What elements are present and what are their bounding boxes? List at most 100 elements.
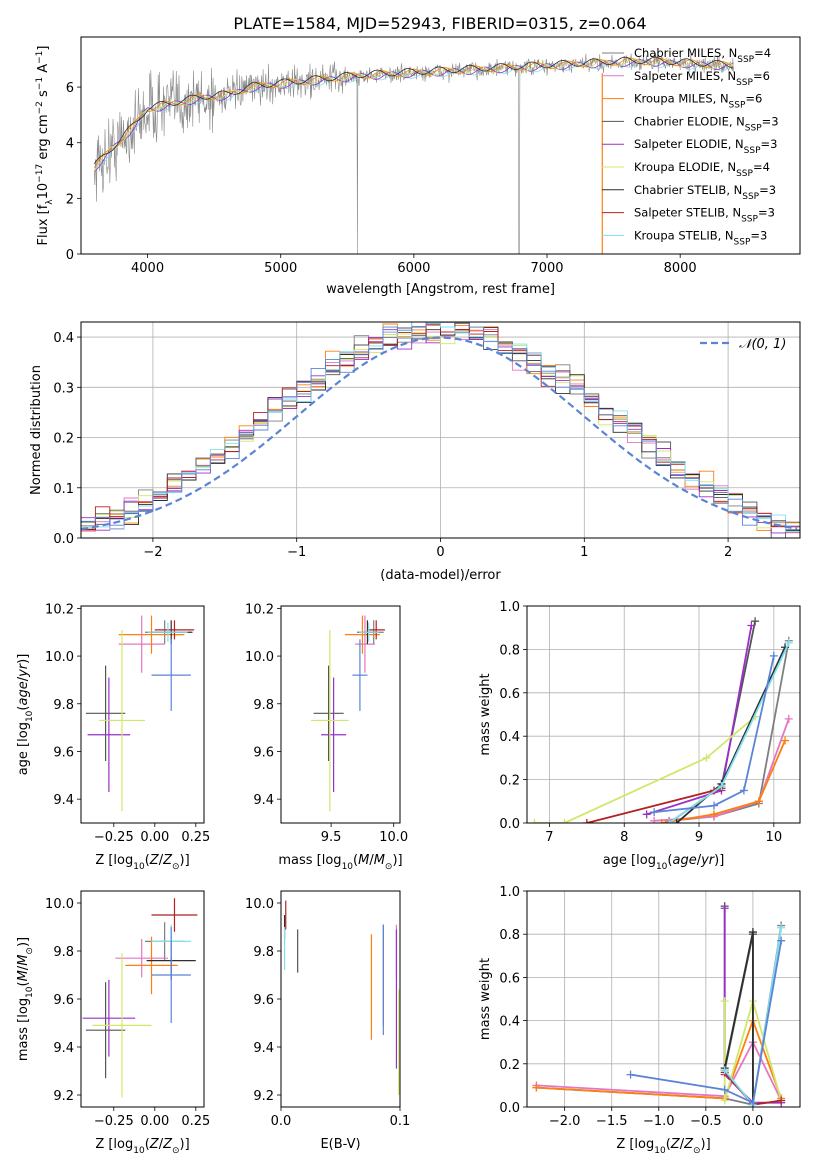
weight-marker: [720, 1085, 729, 1094]
weight-marker: [532, 1083, 541, 1092]
x-tick-label: −2: [143, 545, 162, 560]
weight-marker: [781, 736, 790, 745]
spectrum-data-line: [94, 53, 734, 254]
y-tick-label: 10.0: [245, 650, 274, 665]
weight-marker: [626, 1070, 635, 1079]
x-tick-label: 5000: [264, 261, 297, 276]
mass_vs_ebv-panel: 0.0 0.1 9.2 9.4 9.6 9.8 10.0 E(B-V): [245, 890, 411, 1152]
weight-marker: [709, 801, 718, 810]
weight-marker: [650, 816, 659, 823]
legend-label: Chabrier MILES, NSSP=4: [634, 46, 771, 65]
x-axis-label: mass [log10(M/M⊙)]: [278, 853, 402, 872]
y-tick-label: 0.6: [499, 687, 520, 702]
y-tick-label: 9.4: [53, 1041, 74, 1056]
x-tick-label: −1.5: [596, 1114, 628, 1129]
y-tick-label: 0.1: [53, 482, 74, 497]
weight-marker: [717, 782, 726, 791]
weight-line-kroupa_elodie: [723, 997, 783, 1101]
figure-title: PLATE=1584, MJD=52943, FIBERID=0315, z=0…: [233, 14, 646, 33]
x-tick-label: −0.25: [94, 830, 134, 845]
x-axis-label: wavelength [Angstrom, rest frame]: [326, 282, 555, 297]
axes-frame: [526, 605, 801, 824]
y-tick-label: 6: [66, 81, 74, 96]
x-tick-label: 8: [620, 830, 628, 845]
y-tick-label: 0.3: [53, 381, 74, 396]
weight-marker: [720, 904, 729, 913]
x-tick-label: −2.0: [549, 1114, 581, 1129]
y-axis-label: mass weight: [478, 958, 493, 1040]
x-tick-label: −1: [287, 545, 306, 560]
weight-marker: [657, 819, 666, 823]
y-tick-label: 0.2: [53, 432, 74, 447]
y-tick-label: 9.8: [253, 945, 274, 960]
y-tick-label: 9.8: [253, 698, 274, 713]
weight-line-model_blue: [654, 655, 775, 813]
x-tick-label: −1.0: [643, 1114, 675, 1129]
y-tick-label: 4: [66, 137, 74, 152]
y-tick-label: 10.2: [245, 602, 274, 617]
legend-label: Salpeter MILES, NSSP=6: [634, 69, 770, 88]
y-tick-label: 10.0: [45, 897, 74, 912]
y-tick-label: 9.2: [53, 1089, 74, 1104]
y-tick-label: 1.0: [499, 600, 520, 615]
axes-frame: [280, 605, 401, 824]
y-axis-label: Normed distribution: [29, 365, 44, 495]
legend-label: Kroupa ELODIE, NSSP=4: [634, 160, 770, 179]
gaussian-curve: [81, 336, 798, 531]
x-tick-label: 0.0: [743, 1114, 764, 1129]
y-tick-label: 0.8: [499, 643, 520, 658]
x-tick-label: 1: [580, 545, 588, 560]
histogram-kroupa_elodie: [81, 326, 800, 529]
weight-marker: [751, 617, 760, 626]
y-axis-label: mass weight: [478, 673, 493, 755]
weight-marker: [748, 928, 757, 937]
x-tick-label: 0.00: [140, 830, 169, 845]
weight-marker: [777, 936, 786, 945]
y-axis-label: Flux [fλ10−17 erg cm−2 s−1 A−1]: [35, 46, 55, 246]
x-tick-label: −0.25: [94, 1114, 134, 1129]
weight-marker: [784, 714, 793, 723]
weight-marker: [720, 997, 729, 1006]
y-tick-label: 9.8: [53, 945, 74, 960]
weight_vs_Z-panel: −2.0 −1.5 −1.0 −0.5 0.0 0.0 0.2 0.4 0.6 0.8 1.0 Z […: [478, 885, 801, 1156]
y-axis-label: mass [log10(M/M⊙)]: [16, 937, 35, 1061]
x-axis-label: Z [log10(Z/Z⊙)]: [95, 853, 189, 872]
weight-marker: [784, 638, 793, 647]
weight-marker: [769, 651, 778, 660]
x-axis-label: Z [log10(Z/Z⊙)]: [95, 1137, 189, 1156]
y-tick-label: 9.4: [253, 793, 274, 808]
weight-marker: [748, 1098, 757, 1107]
legend-label: Chabrier STELIB, NSSP=3: [634, 183, 776, 202]
weight-line-salpeter_miles: [536, 1040, 783, 1101]
axes-frame: [526, 890, 801, 1108]
weight-marker: [777, 923, 786, 932]
x-tick-label: 7000: [530, 261, 563, 276]
weight-marker: [560, 819, 569, 823]
x-axis-label: (data-model)/error: [380, 568, 501, 583]
x-tick-label: 6000: [397, 261, 430, 276]
histogram-model_blue: [81, 322, 800, 527]
x-tick-label: 0.1: [390, 1114, 411, 1129]
y-tick-label: 10.0: [45, 650, 74, 665]
weight-marker: [720, 1066, 729, 1075]
y-tick-label: 2: [66, 192, 74, 207]
axes-frame: [80, 36, 801, 255]
x-tick-label: 9.5: [321, 830, 342, 845]
x-tick-label: 10: [766, 830, 783, 845]
y-tick-label: 9.8: [53, 698, 74, 713]
mass_vs_Z-panel: −0.25 0.00 0.25 9.2 9.4 9.6 9.8 10.0 Z [log10(Z/…: [16, 890, 210, 1156]
legend-label: 𝒩(0, 1): [739, 337, 786, 352]
y-tick-label: 9.4: [53, 793, 74, 808]
y-tick-label: 0.0: [499, 1101, 520, 1116]
y-tick-label: 9.6: [53, 745, 74, 760]
histogram-kroupa_stelib: [81, 322, 800, 533]
age_vs_mass-panel: 9.5 10.0 9.4 9.6 9.8 10.0 10.2 mass [log10(M/M⊙…: [245, 602, 408, 872]
y-tick-label: 0.4: [499, 1015, 520, 1030]
x-tick-label: −0.5: [690, 1114, 722, 1129]
x-tick-label: 4000: [131, 261, 164, 276]
y-tick-label: 1.0: [499, 885, 520, 900]
legend-label: Salpeter STELIB, NSSP=3: [634, 206, 775, 225]
weight-line-model_blue: [630, 940, 783, 1105]
weight-line-kroupa_miles: [536, 1017, 783, 1100]
